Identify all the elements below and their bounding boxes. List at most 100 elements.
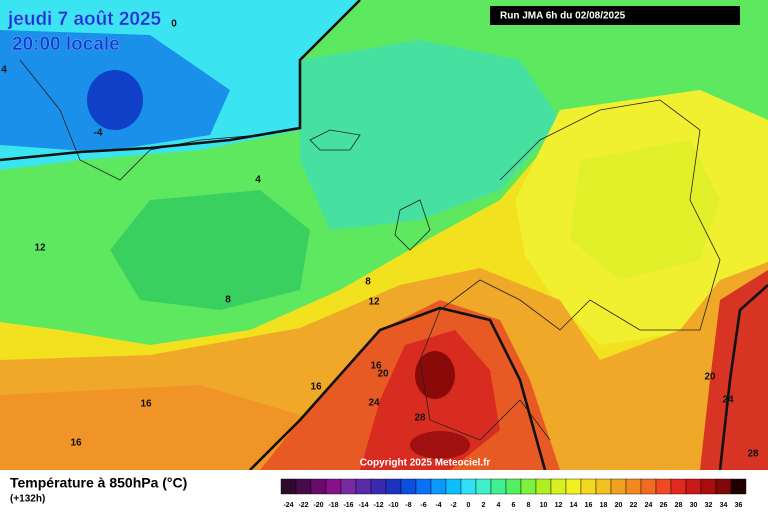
contour-label: -4 (94, 128, 103, 139)
scale-cell (340, 478, 357, 495)
british-isles (394, 199, 431, 251)
scale-cell (625, 478, 642, 495)
scale-tick-label: -8 (405, 502, 411, 509)
scale-cell (520, 478, 537, 495)
lead-time: (+132h) (10, 494, 45, 505)
europe-coast (419, 99, 721, 441)
contour-label: 24 (722, 395, 734, 406)
scale-tick-label: 4 (497, 502, 501, 509)
scale-cell (670, 478, 687, 495)
scale-tick-label: -20 (313, 502, 323, 509)
contour-label: 16 (370, 361, 382, 372)
scale-cell (370, 478, 387, 495)
field-deep-blue (87, 70, 143, 130)
field-maroon (410, 431, 470, 459)
contour-label: 4 (1, 65, 7, 76)
contour-label: 8 (365, 277, 371, 288)
field-teal (300, 40, 560, 230)
contour-label: 12 (34, 243, 46, 254)
scale-cell (355, 478, 372, 495)
contour-label: 16 (310, 382, 322, 393)
contour-label: 16 (70, 438, 82, 449)
contour-label: 20 (704, 372, 716, 383)
contour-label: 8 (225, 295, 231, 306)
scale-tick-label: 36 (735, 502, 743, 509)
scale-tick-label: -4 (435, 502, 441, 509)
run-label: Run JMA 6h du 02/08/2025 (500, 11, 626, 22)
scale-tick-label: 20 (615, 502, 623, 509)
scale-tick-label: -22 (298, 502, 308, 509)
field-lime (570, 140, 720, 280)
contour-label: 28 (414, 413, 426, 424)
scale-tick-label: 6 (512, 502, 516, 509)
scale-tick-label: 0 (467, 502, 471, 509)
scale-tick-label: 32 (705, 502, 713, 509)
contour-label: 20 (377, 369, 389, 380)
isotherm-twenty-four-east (718, 284, 768, 471)
scale-cell (595, 478, 612, 495)
scale-tick-label: -16 (343, 502, 353, 509)
scale-cell (685, 478, 702, 495)
field-green-dark (110, 190, 310, 310)
scale-cell (445, 478, 462, 495)
scale-cell (565, 478, 582, 495)
scale-tick-label: 14 (570, 502, 578, 509)
scale-tick-label: -6 (420, 502, 426, 509)
color-scale: -24 -22 -20 -18 -16 -14 -12 -10 -8 -6 -4 -2 0 2 4 6 8 10 1… (280, 478, 747, 509)
scale-cell (400, 478, 417, 495)
isotherms (0, 0, 768, 471)
contour-label: 16 (140, 399, 152, 410)
scale-tick-label: 30 (690, 502, 698, 509)
contour-label: 24 (368, 398, 380, 409)
field-maroon (415, 351, 455, 399)
scale-tick-label: -10 (388, 502, 398, 509)
scale-cell (535, 478, 552, 495)
run-box (490, 6, 740, 25)
scale-tick-label: 24 (645, 502, 653, 509)
scale-tick-label: -12 (373, 502, 383, 509)
scale-tick-label: 10 (540, 502, 548, 509)
contour-label: 28 (747, 449, 759, 460)
scale-tick-label: -18 (328, 502, 338, 509)
scale-cell (610, 478, 627, 495)
legend-title: Température à 850hPa (°C) (10, 475, 187, 491)
scale-tick-label: -24 (283, 502, 293, 509)
contour-label: 12 (368, 297, 380, 308)
scale-tick-label: 22 (630, 502, 638, 509)
scale-cell (295, 478, 312, 495)
scale-tick-label: 18 (600, 502, 608, 509)
scale-cell (430, 478, 447, 495)
scale-cell (415, 478, 432, 495)
scale-cell (385, 478, 402, 495)
field-orange-dark (0, 385, 330, 470)
scale-tick-label: 8 (527, 502, 531, 509)
scale-cell (325, 478, 342, 495)
time-label: 20:00 locale (12, 34, 120, 55)
scale-tick-label: 34 (720, 502, 728, 509)
scale-cell (490, 478, 507, 495)
field-red-east (700, 270, 768, 470)
copyright: Copyright 2025 Meteociel.fr (360, 458, 491, 469)
contour-label: 0 (171, 19, 177, 30)
scale-cell (640, 478, 657, 495)
isotherm-zero (0, 0, 361, 162)
scale-tick-label: 16 (585, 502, 593, 509)
scale-cell (550, 478, 567, 495)
scale-tick-label: -2 (450, 502, 456, 509)
scale-cell (460, 478, 477, 495)
scale-tick-label: 28 (675, 502, 683, 509)
scale-cell (700, 478, 717, 495)
scale-tick-label: -14 (358, 502, 368, 509)
scale-cell (505, 478, 522, 495)
scale-cell (280, 478, 297, 495)
scale-cell (715, 478, 732, 495)
isotherm-twenty-four (249, 306, 547, 471)
temperature-field (0, 0, 768, 470)
scale-cell (730, 478, 747, 495)
scale-cell (310, 478, 327, 495)
contour-label: 4 (255, 175, 261, 186)
date-label: jeudi 7 août 2025 (7, 9, 162, 30)
